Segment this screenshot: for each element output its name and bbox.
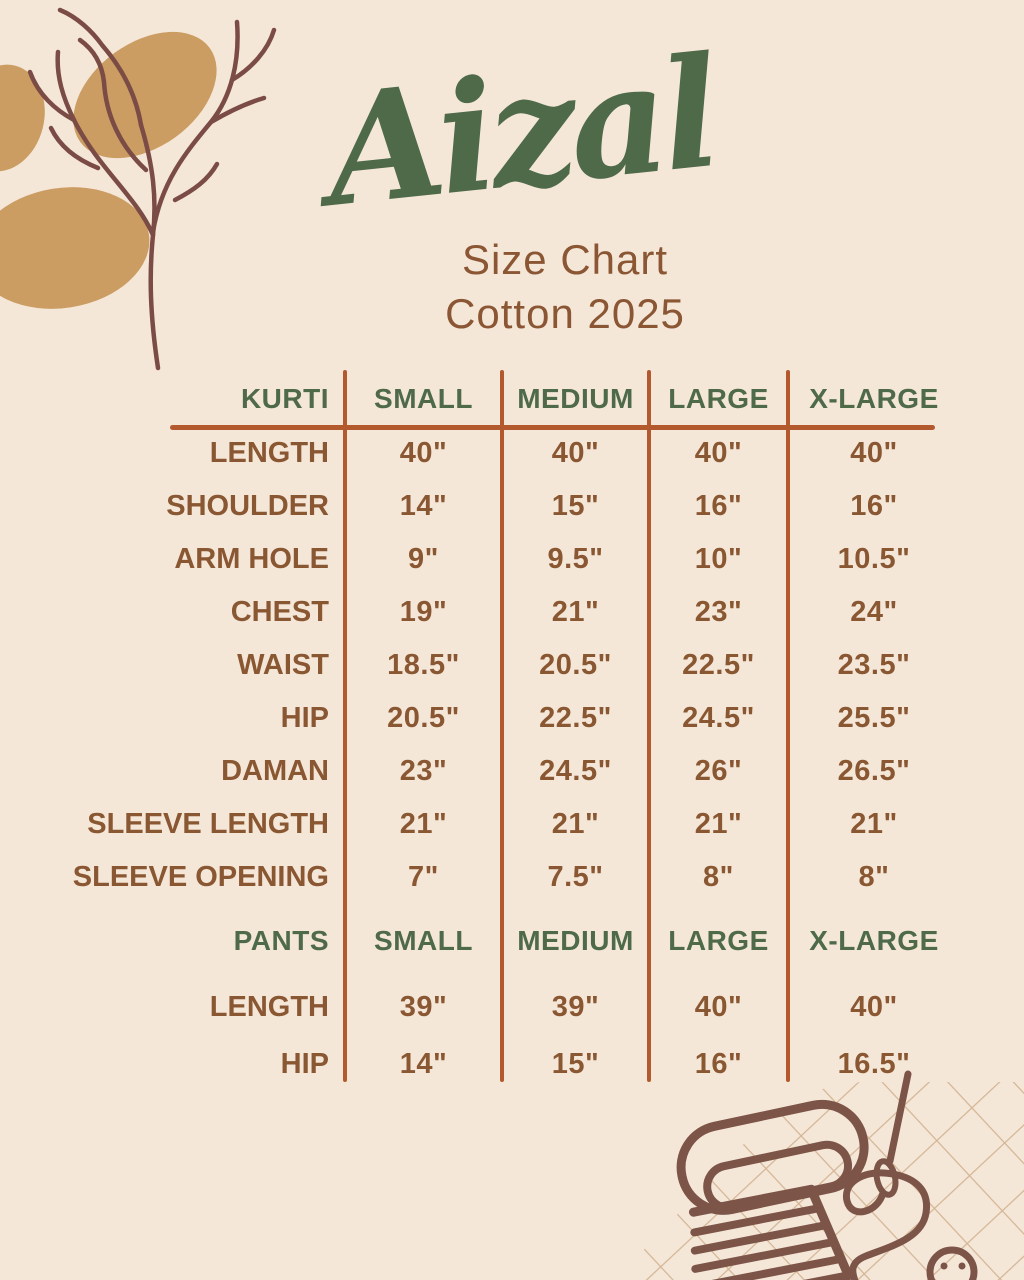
pants-hip-medium: 15": [551, 1048, 600, 1080]
pants-hip-xlarge: 16.5": [837, 1048, 911, 1080]
subtitle-size-chart: Size Chart: [461, 236, 669, 283]
sleeve-length-small: 21": [399, 808, 448, 840]
chest-large: 23": [694, 596, 743, 628]
column-divider-1: [343, 370, 347, 1082]
kurti-col-large: LARGE: [668, 382, 769, 414]
column-divider-3: [647, 370, 651, 1082]
subtitle-edition: Cotton 2025: [445, 290, 685, 337]
row-label-length: LENGTH: [209, 437, 329, 469]
waist-xlarge: 23.5": [837, 649, 911, 681]
row-label-shoulder: SHOULDER: [166, 490, 329, 522]
pants-col-medium: MEDIUM: [517, 925, 634, 956]
hip-small: 20.5": [387, 702, 460, 734]
arm-hole-medium: 9.5": [547, 543, 604, 575]
sleeve-length-xlarge: 21": [850, 808, 898, 840]
pants-col-xlarge: X-LARGE: [809, 925, 939, 956]
row-label-waist: WAIST: [237, 649, 329, 681]
length-small: 40": [399, 437, 448, 469]
sleeve-length-large: 21": [694, 808, 743, 840]
pants-length-medium: 39": [551, 991, 600, 1023]
daman-small: 23": [399, 755, 448, 787]
button: [926, 1246, 978, 1280]
arm-hole-large: 10": [694, 543, 743, 575]
waist-medium: 20.5": [539, 649, 612, 681]
pants-length-large: 40": [694, 991, 743, 1023]
column-divider-4: [786, 370, 790, 1082]
row-label-sleeve-length: SLEEVE LENGTH: [87, 808, 329, 840]
pants-col-large: LARGE: [668, 925, 769, 956]
row-label-arm-hole: ARM HOLE: [174, 543, 329, 575]
row-label-daman: DAMAN: [221, 755, 329, 787]
sleeve-length-medium: 21": [551, 808, 600, 840]
pants-col-small: SMALL: [374, 925, 473, 956]
waist-small: 18.5": [387, 649, 460, 681]
hip-xlarge: 25.5": [837, 702, 911, 734]
chest-xlarge: 24": [850, 596, 898, 628]
length-large: 40": [694, 437, 743, 469]
size-chart-table: KURTI SMALL MEDIUM LARGE X-LARGE LENGTH …: [0, 370, 960, 1092]
kurti-col-xlarge: X-LARGE: [809, 382, 939, 414]
length-medium: 40": [551, 437, 600, 469]
row-label-sleeve-opening: SLEEVE OPENING: [72, 861, 329, 893]
needle-and-thread: [842, 1070, 931, 1280]
pants-section-header: PANTS: [233, 925, 329, 956]
daman-xlarge: 26.5": [837, 755, 911, 787]
waist-large: 22.5": [682, 649, 755, 681]
kurti-header-rule: [170, 425, 935, 430]
pants-hip-small: 14": [399, 1048, 448, 1080]
column-divider-2: [500, 370, 504, 1082]
hip-medium: 22.5": [539, 702, 612, 734]
chest-medium: 21": [551, 596, 600, 628]
kurti-col-small: SMALL: [374, 382, 473, 414]
length-xlarge: 40": [850, 437, 898, 469]
pants-length-small: 39": [399, 991, 448, 1023]
sleeve-opening-large: 8": [703, 861, 734, 893]
spool-cap: [676, 1099, 869, 1215]
pants-length-xlarge: 40": [850, 991, 898, 1023]
shoulder-medium: 15": [551, 490, 600, 522]
row-label-chest: CHEST: [230, 596, 329, 628]
crosshatch-lattice: [615, 1082, 1024, 1280]
pants-hip-large: 16": [694, 1048, 743, 1080]
daman-large: 26": [694, 755, 743, 787]
shoulder-large: 16": [694, 490, 743, 522]
arm-hole-small: 9": [408, 543, 439, 575]
daman-medium: 24.5": [539, 755, 612, 787]
row-label-hip: HIP: [280, 702, 329, 734]
chest-small: 19": [399, 596, 448, 628]
spool-body: [686, 1184, 853, 1280]
kurti-section-header: KURTI: [240, 382, 329, 414]
sleeve-opening-small: 7": [408, 861, 439, 893]
sewing-spool-decoration: [615, 1070, 1024, 1280]
shoulder-small: 14": [399, 490, 448, 522]
row-label-pants-length: LENGTH: [209, 991, 329, 1023]
hip-large: 24.5": [682, 702, 755, 734]
sleeve-opening-medium: 7.5": [547, 861, 604, 893]
brand-title: Aizal: [317, 22, 723, 241]
sleeve-opening-xlarge: 8": [858, 861, 890, 893]
arm-hole-xlarge: 10.5": [837, 543, 911, 575]
shoulder-xlarge: 16": [850, 490, 898, 522]
row-label-pants-hip: HIP: [280, 1048, 329, 1080]
kurti-col-medium: MEDIUM: [517, 382, 634, 414]
